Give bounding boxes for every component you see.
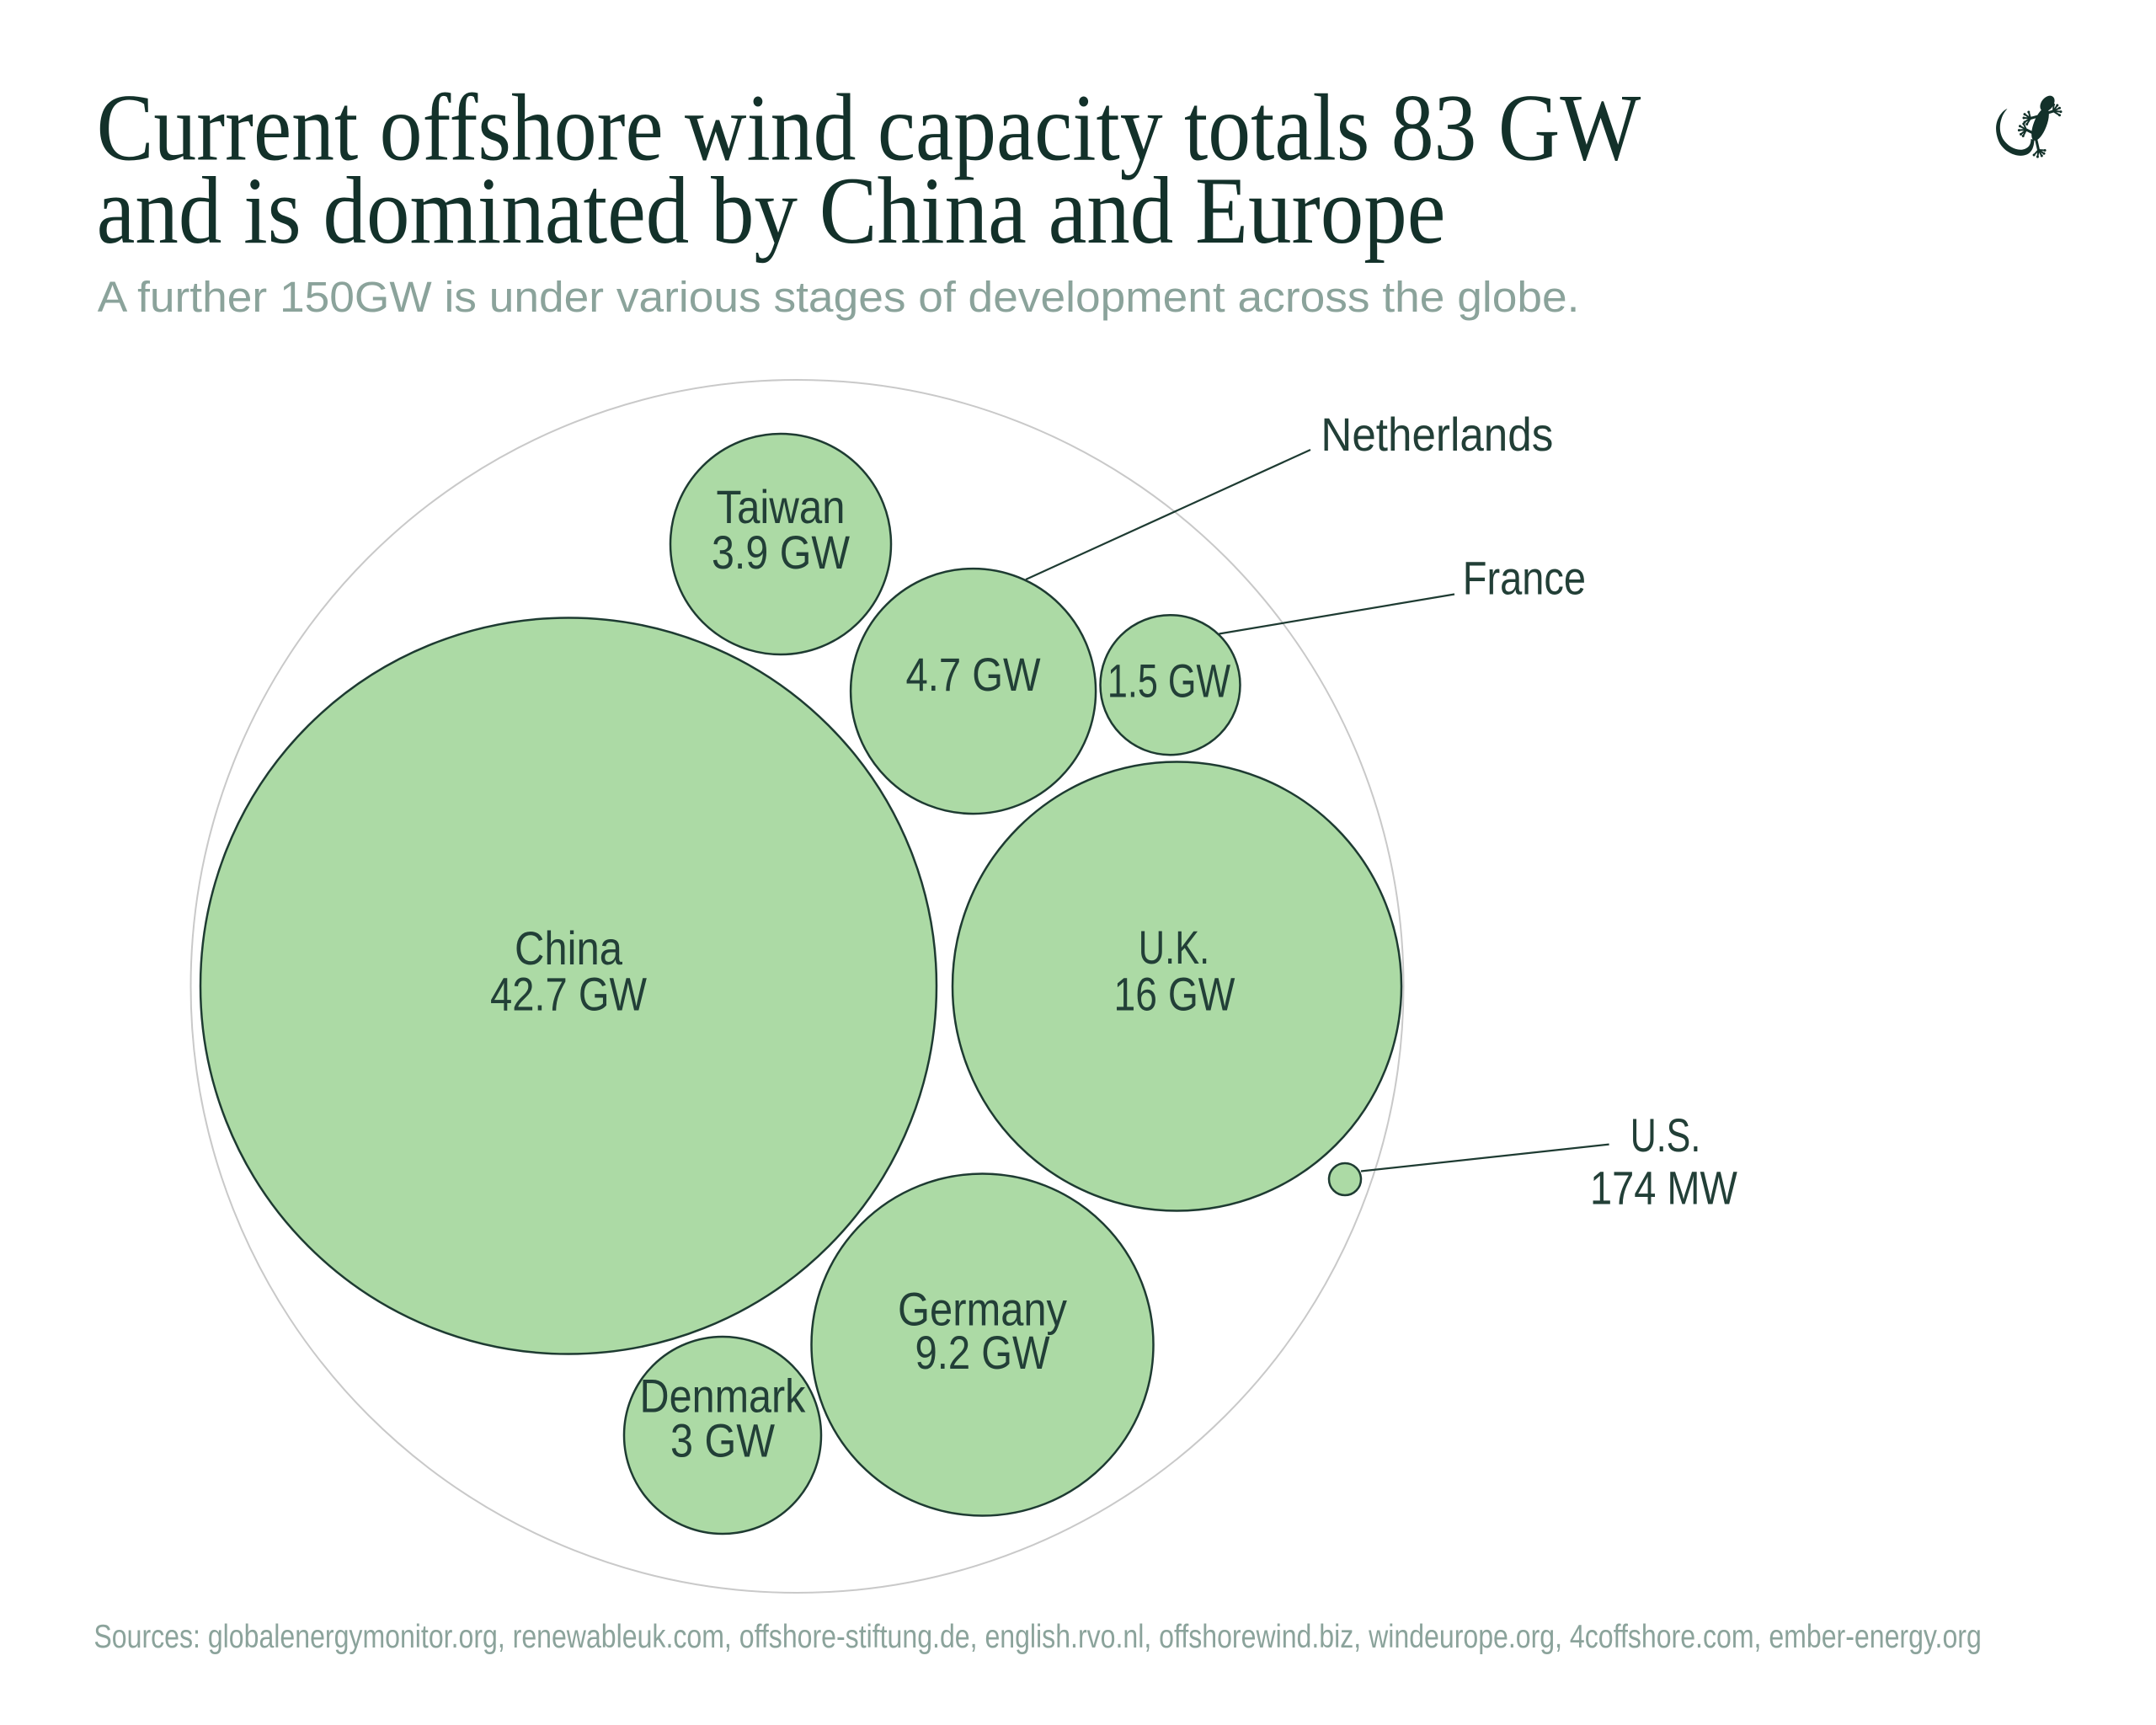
svg-text:4.7 GW: 4.7 GW — [906, 648, 1041, 701]
svg-text:A further 150GW is under vario: A further 150GW is under various stages … — [98, 274, 1580, 322]
svg-text:Sources: globalenergymonitor.o: Sources: globalenergymonitor.org, renewa… — [93, 1618, 1981, 1654]
svg-text:3.9 GW: 3.9 GW — [712, 527, 851, 579]
svg-text:Taiwan: Taiwan — [716, 481, 845, 534]
svg-text:China: China — [515, 922, 623, 975]
svg-text:9.2 GW: 9.2 GW — [915, 1326, 1050, 1379]
svg-text:Netherlands: Netherlands — [1321, 409, 1553, 462]
svg-text:42.7 GW: 42.7 GW — [490, 968, 647, 1021]
svg-text:Current offshore wind capacity: Current offshore wind capacity totals 83… — [97, 76, 1641, 181]
svg-text:France: France — [1463, 552, 1586, 605]
svg-text:U.K.: U.K. — [1139, 921, 1209, 975]
svg-text:174 MW: 174 MW — [1590, 1162, 1737, 1215]
svg-text:U.S.: U.S. — [1630, 1108, 1701, 1162]
svg-text:1.5 GW: 1.5 GW — [1107, 654, 1230, 708]
svg-text:Germany: Germany — [898, 1283, 1068, 1336]
svg-text:16 GW: 16 GW — [1114, 969, 1235, 1021]
svg-text:and is dominated by China and: and is dominated by China and Europe — [97, 159, 1446, 264]
svg-text:3 GW: 3 GW — [670, 1415, 776, 1467]
svg-text:Denmark: Denmark — [640, 1371, 807, 1423]
